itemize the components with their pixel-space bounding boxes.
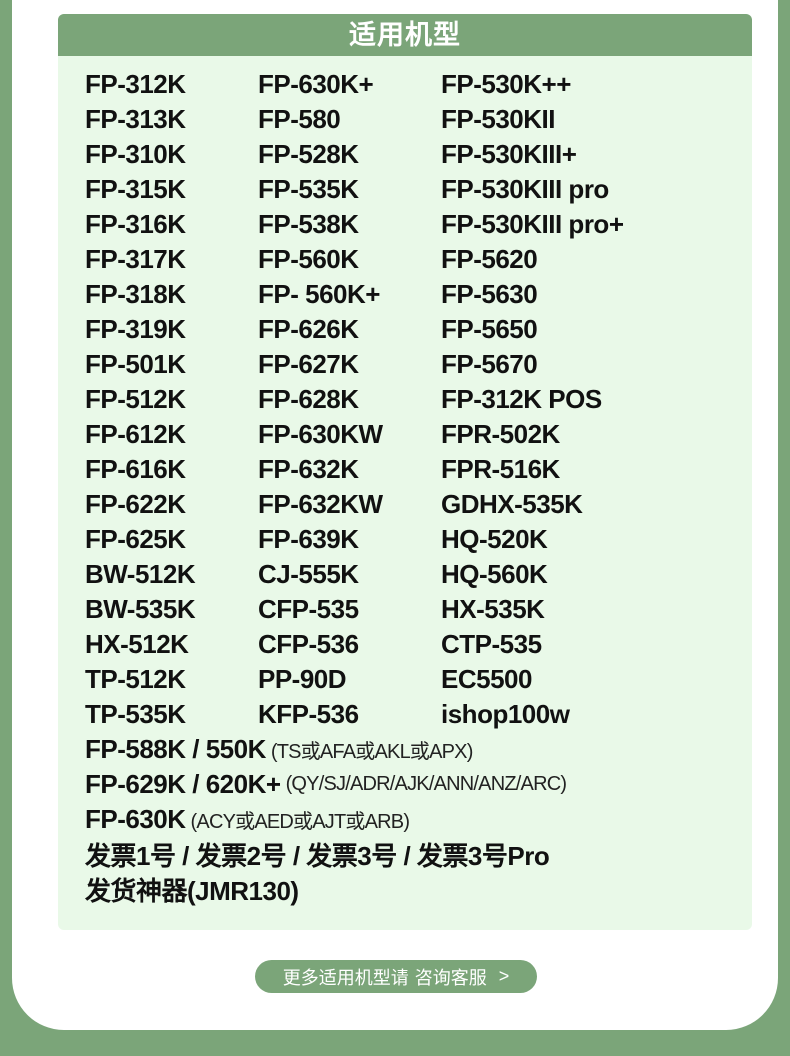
model-name: HX-512K bbox=[85, 629, 189, 659]
model-row: FP-512K FP-628K FP-312K POS bbox=[85, 382, 752, 417]
model-name: CFP-536 bbox=[258, 629, 359, 659]
model-name: FP-616K bbox=[85, 454, 186, 484]
model-row: BW-512K CJ-555K HQ-560K bbox=[85, 557, 752, 592]
extra-models: FP-588K / 550K (TS或AFA或AKL或APX) FP-629K / … bbox=[85, 732, 567, 907]
model-row: FP-319K FP-626K FP-5650 bbox=[85, 312, 752, 347]
model-name: FP-5650 bbox=[441, 314, 538, 344]
model-row: FP-616K FP-632K FPR-516K bbox=[85, 452, 752, 487]
model-name: BW-512K bbox=[85, 559, 196, 589]
model-name: FP-630KW bbox=[258, 419, 383, 449]
model-name: FP-5630 bbox=[441, 279, 538, 309]
contact-service-button[interactable]: 更多适用机型请 咨询客服 > bbox=[255, 960, 537, 993]
model-row: FP-612K FP-630KW FPR-502K bbox=[85, 417, 752, 452]
model-name: FP-530KII bbox=[441, 104, 556, 134]
model-name: FP-312K POS bbox=[441, 384, 602, 414]
model-name: FP-612K bbox=[85, 419, 186, 449]
model-row: HX-512K CFP-536 CTP-535 bbox=[85, 627, 752, 662]
model-name: HQ-520K bbox=[441, 524, 548, 554]
model-name: FP-630K+ bbox=[258, 69, 374, 99]
model-row: FP-313K FP-580 FP-530KII bbox=[85, 102, 752, 137]
model-name: 发货神器(JMR130) bbox=[85, 876, 299, 906]
model-name: FPR-502K bbox=[441, 419, 560, 449]
model-row: FP-310K FP-528K FP-530KIII+ bbox=[85, 137, 752, 172]
model-name: FP-538K bbox=[258, 209, 359, 239]
model-variant-note: (QY/SJ/ADR/AJK/ANN/ANZ/ARC) bbox=[285, 773, 567, 795]
model-name: FP-626K bbox=[258, 314, 359, 344]
model-name: CJ-555K bbox=[258, 559, 359, 589]
model-name: TP-512K bbox=[85, 664, 186, 694]
model-name: FP-512K bbox=[85, 384, 186, 414]
model-line: FP-629K / 620K+ (QY/SJ/ADR/AJK/ANN/ANZ/AR… bbox=[85, 767, 567, 802]
model-row: TP-512K PP-90D EC5500 bbox=[85, 662, 752, 697]
model-name: HQ-560K bbox=[441, 559, 548, 589]
model-name: FP-319K bbox=[85, 314, 186, 344]
model-name: FP-560K bbox=[258, 244, 359, 274]
model-name: FP-530KIII pro+ bbox=[441, 209, 624, 239]
model-name: FP- 560K+ bbox=[258, 279, 380, 309]
model-name: CTP-535 bbox=[441, 629, 542, 659]
compatible-models-panel: 适用机型 FP-312K FP-630K+ FP-530K++ FP-313K FP-5… bbox=[58, 14, 752, 930]
model-name: FP-530KIII pro bbox=[441, 174, 609, 204]
model-row: FP-317K FP-560K FP-5620 bbox=[85, 242, 752, 277]
model-name: FP-588K / 550K bbox=[85, 734, 266, 764]
chevron-right-icon: > bbox=[498, 966, 510, 986]
model-line: FP-630K (ACY或AED或AJT或ARB) bbox=[85, 802, 566, 837]
model-name: FP-312K bbox=[85, 69, 186, 99]
model-name: HX-535K bbox=[441, 594, 545, 624]
model-name: FP-318K bbox=[85, 279, 186, 309]
cta-prefix: 更多适用机型请 bbox=[282, 967, 409, 988]
model-name: FP-639K bbox=[258, 524, 359, 554]
model-name: FP-530K++ bbox=[441, 69, 571, 99]
model-name: FP-528K bbox=[258, 139, 359, 169]
model-name: FP-316K bbox=[85, 209, 186, 239]
model-name: EC5500 bbox=[441, 664, 532, 694]
model-name: TP-535K bbox=[85, 699, 186, 729]
model-name: FP-622K bbox=[85, 489, 186, 519]
model-name: PP-90D bbox=[258, 664, 347, 694]
model-row: FP-625K FP-639K HQ-520K bbox=[85, 522, 752, 557]
model-row: FP-312K FP-630K+ FP-530K++ bbox=[85, 67, 752, 102]
model-name: FP-630K bbox=[85, 804, 186, 834]
model-row: FP-501K FP-627K FP-5670 bbox=[85, 347, 752, 382]
model-row: FP-316K FP-538K FP-530KIII pro+ bbox=[85, 207, 752, 242]
model-name: FP-628K bbox=[258, 384, 359, 414]
model-row: FP-318K FP- 560K+ FP-5630 bbox=[85, 277, 752, 312]
model-name: BW-535K bbox=[85, 594, 196, 624]
model-name: FP-530KIII+ bbox=[441, 139, 577, 169]
model-variant-note: (TS或AFA或AKL或APX) bbox=[270, 741, 474, 763]
model-name: FP-632KW bbox=[258, 489, 383, 519]
model-name: FP-629K / 620K+ bbox=[85, 769, 281, 799]
model-row: FP-315K FP-535K FP-530KIII pro bbox=[85, 172, 752, 207]
model-row: FP-622K FP-632KW GDHX-535K bbox=[85, 487, 752, 522]
model-name: FP-535K bbox=[258, 174, 359, 204]
model-row: TP-535K KFP-536 ishop100w bbox=[85, 697, 752, 732]
model-name: CFP-535 bbox=[258, 594, 359, 624]
model-name: FP-580 bbox=[258, 104, 341, 134]
model-row: BW-535K CFP-535 HX-535K bbox=[85, 592, 752, 627]
model-name: GDHX-535K bbox=[441, 489, 583, 519]
model-name: ishop100w bbox=[441, 699, 570, 729]
model-name: FP-313K bbox=[85, 104, 186, 134]
cta-link: 咨询客服 bbox=[414, 967, 487, 988]
model-name: FP-625K bbox=[85, 524, 186, 554]
model-name: FP-5670 bbox=[441, 349, 538, 379]
model-line: 发票1号 / 发票2号 / 发票3号 / 发票3号Pro bbox=[85, 837, 566, 872]
model-name: FPR-516K bbox=[441, 454, 560, 484]
model-name: FP-501K bbox=[85, 349, 186, 379]
model-name: FP-5620 bbox=[441, 244, 538, 274]
model-line: 发货神器(JMR130) bbox=[85, 872, 566, 907]
model-name: FP-317K bbox=[85, 244, 186, 274]
model-line: FP-588K / 550K (TS或AFA或AKL或APX) bbox=[85, 732, 566, 767]
model-name: FP-310K bbox=[85, 139, 186, 169]
panel-title: 适用机型 bbox=[58, 14, 752, 56]
models-grid: FP-312K FP-630K+ FP-530K++ FP-313K FP-580 FP-… bbox=[85, 67, 752, 732]
model-name: 发票1号 / 发票2号 / 发票3号 / 发票3号Pro bbox=[85, 841, 550, 871]
model-name: FP-632K bbox=[258, 454, 359, 484]
model-name: KFP-536 bbox=[258, 699, 359, 729]
model-name: FP-315K bbox=[85, 174, 186, 204]
model-variant-note: (ACY或AED或AJT或ARB) bbox=[190, 811, 410, 833]
model-name: FP-627K bbox=[258, 349, 359, 379]
